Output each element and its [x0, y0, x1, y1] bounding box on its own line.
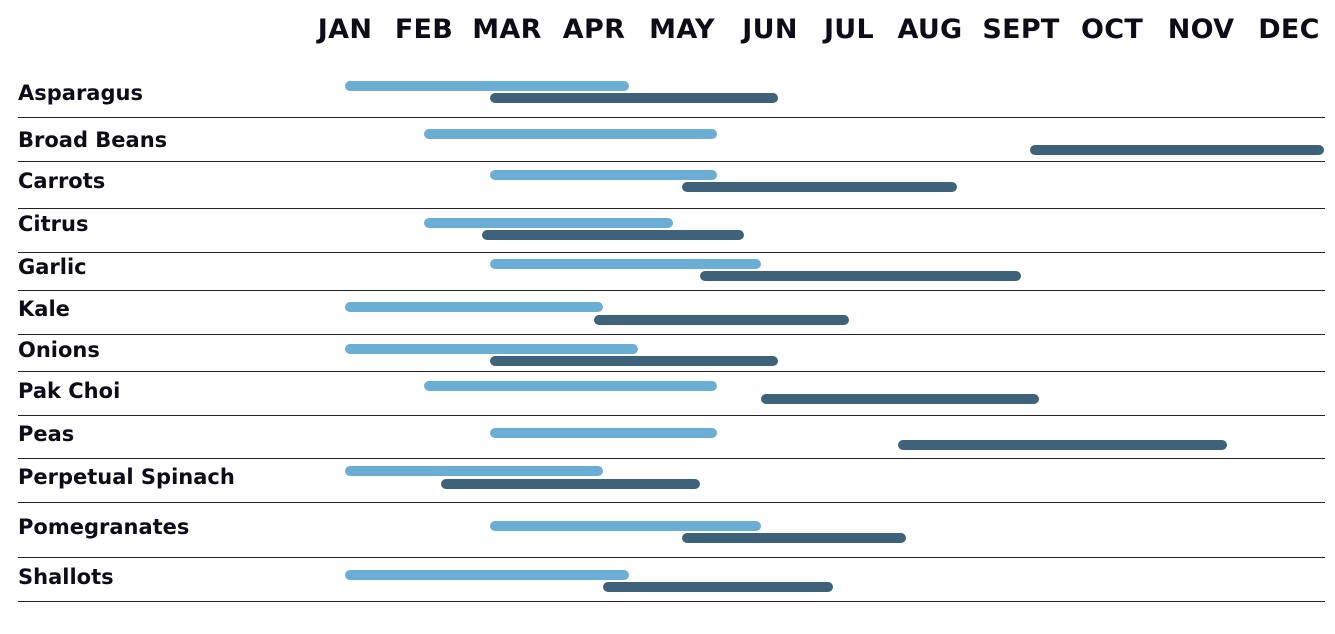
row-label-perpetual-spinach: Perpetual Spinach: [18, 465, 235, 489]
bar-light-perpetual-spinach: [345, 466, 603, 476]
row-divider: [18, 502, 1325, 503]
row-divider: [18, 208, 1325, 209]
bar-light-onions: [345, 344, 638, 354]
bar-light-carrots: [490, 170, 718, 180]
row-label-pak-choi: Pak Choi: [18, 379, 121, 403]
row-label-peas: Peas: [18, 422, 75, 446]
bar-dark-asparagus: [490, 93, 778, 103]
bar-dark-broad-beans: [1030, 145, 1325, 155]
month-label-oct: OCT: [1080, 14, 1144, 45]
month-label-feb: FEB: [394, 14, 454, 45]
bar-light-pak-choi: [424, 381, 718, 391]
month-label-aug: AUG: [897, 14, 963, 45]
row-divider: [18, 290, 1325, 291]
bar-dark-citrus: [482, 230, 744, 240]
month-label-nov: NOV: [1167, 14, 1235, 45]
row-label-asparagus: Asparagus: [18, 81, 143, 105]
bar-dark-kale: [594, 315, 849, 325]
bar-light-pomegranates: [490, 521, 762, 531]
month-label-dec: DEC: [1258, 14, 1320, 45]
bar-light-citrus: [424, 218, 674, 228]
bar-light-kale: [345, 302, 603, 312]
bar-dark-perpetual-spinach: [440, 479, 700, 489]
row-label-citrus: Citrus: [18, 212, 89, 236]
row-divider: [18, 557, 1325, 558]
row-label-garlic: Garlic: [18, 255, 87, 279]
bar-dark-garlic: [699, 271, 1021, 281]
row-divider: [18, 252, 1325, 253]
row-label-onions: Onions: [18, 338, 100, 362]
row-label-broad-beans: Broad Beans: [18, 128, 168, 152]
row-divider: [18, 371, 1325, 372]
bar-dark-onions: [490, 356, 778, 366]
bar-dark-shallots: [602, 582, 834, 592]
row-divider: [18, 161, 1325, 162]
bar-light-shallots: [345, 570, 630, 580]
bar-light-garlic: [490, 259, 762, 269]
row-divider: [18, 458, 1325, 459]
month-label-sept: SEPT: [982, 14, 1060, 45]
row-divider: [18, 334, 1325, 335]
row-divider: [18, 117, 1325, 118]
bar-light-broad-beans: [424, 129, 718, 139]
bar-light-peas: [490, 428, 718, 438]
month-label-jan: JAN: [317, 14, 373, 45]
row-divider: [18, 415, 1325, 416]
month-label-jun: JUN: [742, 14, 798, 45]
bar-dark-peas: [897, 440, 1228, 450]
month-label-apr: APR: [562, 14, 626, 45]
row-label-carrots: Carrots: [18, 169, 106, 193]
row-divider: [18, 601, 1325, 602]
bar-dark-pomegranates: [682, 533, 906, 543]
month-label-may: MAY: [649, 14, 715, 45]
month-label-jul: JUL: [823, 14, 875, 45]
bar-dark-carrots: [682, 182, 958, 192]
bar-light-asparagus: [345, 81, 630, 91]
row-label-shallots: Shallots: [18, 565, 114, 589]
row-label-kale: Kale: [18, 297, 70, 321]
month-label-mar: MAR: [472, 14, 542, 45]
bar-dark-pak-choi: [761, 394, 1040, 404]
row-label-pomegranates: Pomegranates: [18, 515, 190, 539]
